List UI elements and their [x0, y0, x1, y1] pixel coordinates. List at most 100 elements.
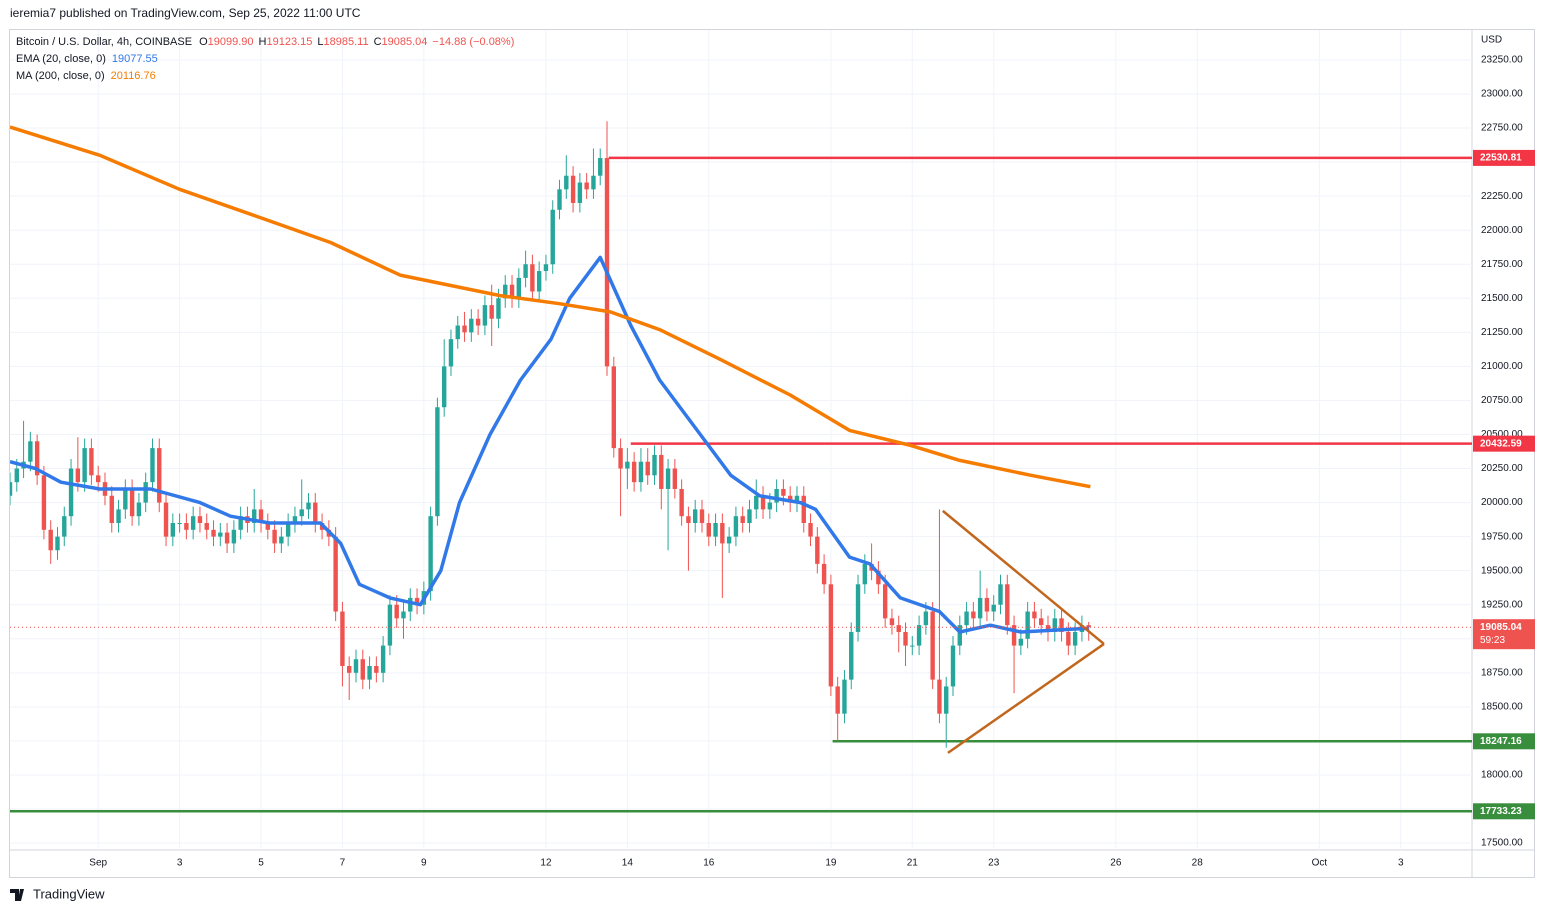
candle-body	[441, 366, 447, 408]
y-tick-label: 17500.00	[1481, 838, 1523, 849]
candle-body	[1045, 625, 1051, 632]
x-tick-label: 9	[421, 858, 427, 869]
candle-body	[557, 189, 562, 210]
candle-body	[896, 625, 901, 632]
candle-body	[523, 264, 528, 278]
candle-body	[28, 441, 33, 462]
y-tick-label: 18500.00	[1481, 702, 1523, 713]
candle-body	[62, 516, 67, 537]
y-tick-label: 20750.00	[1481, 395, 1523, 406]
candle-body	[123, 488, 128, 510]
candle-body	[944, 686, 949, 714]
candle-body	[754, 495, 759, 510]
candle-body	[733, 516, 739, 537]
tradingview-logo: TradingView	[10, 886, 105, 901]
candle-body	[652, 454, 657, 476]
candle-body	[543, 264, 549, 272]
x-tick-label: 3	[177, 858, 183, 869]
candle-body	[604, 158, 610, 367]
indicator-name: EMA (20, close, 0)	[16, 53, 106, 65]
candle-body	[577, 182, 583, 203]
indicator-name: MA (200, close, 0)	[16, 70, 105, 82]
symbol: Bitcoin / U.S. Dollar, 4h, COINBASE	[16, 36, 192, 48]
countdown: 59:23	[1480, 635, 1505, 646]
candle-body	[821, 563, 827, 585]
candle-body	[306, 502, 311, 510]
candle-body	[991, 604, 996, 612]
x-tick-label: 19	[825, 858, 837, 869]
candle-body	[489, 305, 494, 319]
candle-body	[380, 645, 386, 673]
candle-body	[631, 461, 637, 483]
candle-body	[598, 158, 603, 176]
candle-body	[665, 468, 671, 489]
y-tick-label: 22250.00	[1481, 191, 1523, 202]
level-label: 22530.81	[1480, 153, 1522, 164]
candle-body	[903, 631, 908, 646]
candle-body	[815, 536, 820, 564]
candle-body	[1052, 618, 1057, 632]
candle-body	[116, 509, 121, 524]
y-tick-label: 20250.00	[1481, 463, 1523, 474]
x-tick-label: 3	[1398, 858, 1404, 869]
candle-body	[374, 666, 379, 673]
indicator-value: 20116.76	[111, 70, 156, 82]
currency: USD	[1481, 35, 1502, 46]
candle-body	[252, 509, 257, 524]
y-tick-label: 18000.00	[1481, 770, 1523, 781]
candle-body	[916, 625, 922, 646]
y-tick-label: 22000.00	[1481, 225, 1523, 236]
candle-body	[828, 584, 834, 687]
candle-body	[876, 570, 881, 585]
candle-body	[536, 271, 542, 292]
triangle-edge	[947, 642, 1105, 754]
candle-body	[1025, 611, 1030, 639]
candle-body	[95, 475, 101, 483]
candle-body	[516, 277, 522, 299]
x-tick-label: 7	[340, 858, 346, 869]
candle-body	[625, 461, 630, 469]
candle-body	[238, 516, 243, 530]
x-tick-label: 21	[907, 858, 919, 869]
y-tick-label: 19500.00	[1481, 565, 1523, 576]
candle-body	[564, 175, 569, 190]
candle-body	[509, 284, 515, 299]
grid	[10, 30, 1472, 850]
candle-body	[89, 448, 94, 476]
candle-body	[184, 523, 189, 530]
candle-body	[693, 509, 698, 524]
candle-body	[740, 516, 745, 524]
candle-body	[767, 502, 773, 510]
candle-body	[360, 659, 365, 680]
x-tick-label: Sep	[89, 858, 107, 869]
candle-body	[977, 597, 983, 619]
level-badge	[1473, 149, 1535, 166]
candle-body	[835, 686, 840, 714]
candle-body	[265, 523, 271, 530]
candle-body	[808, 523, 813, 537]
brand: TradingView	[33, 886, 105, 901]
ohlc-value: 18985.11	[324, 36, 369, 48]
candle-body	[923, 611, 929, 626]
y-tick-label: 23250.00	[1481, 55, 1523, 66]
candle-body	[48, 529, 53, 551]
level-badge	[1473, 803, 1535, 820]
candle-body	[401, 611, 406, 619]
candle-body	[794, 495, 800, 503]
y-tick-label: 21500.00	[1481, 293, 1523, 304]
y-tick-label: 23000.00	[1481, 89, 1523, 100]
level-label: 20432.59	[1480, 438, 1522, 449]
candle-body	[530, 264, 535, 292]
candle-body	[611, 366, 616, 449]
candle-body	[157, 448, 162, 503]
candle-body	[686, 516, 691, 524]
y-tick-label: 18750.00	[1481, 667, 1523, 678]
y-tick-label: 21750.00	[1481, 259, 1523, 270]
last-price-label: 19085.04	[1480, 622, 1522, 633]
candle-body	[394, 604, 399, 619]
plot-area	[10, 121, 1472, 813]
candle-body	[150, 448, 155, 483]
published-line: ieremia7 published on TradingView.com, S…	[10, 6, 361, 20]
candle-body	[1086, 625, 1091, 628]
